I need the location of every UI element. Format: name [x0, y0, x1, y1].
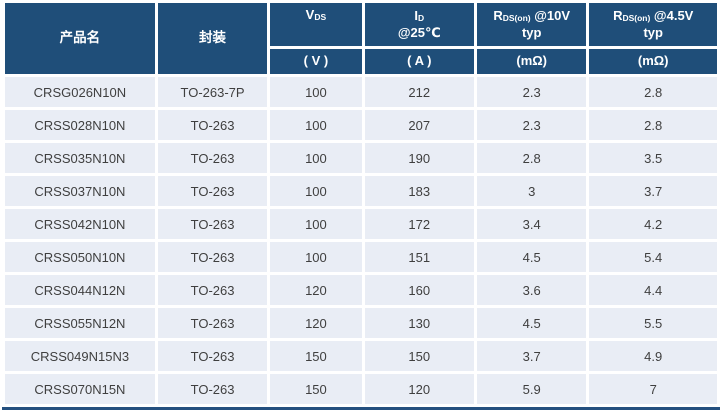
col-header-rdson-4v5: RDS(on) @4.5V typ — [589, 3, 717, 46]
table-cell: CRSS035N10N — [5, 143, 155, 173]
table-row: CRSS049N15N3 TO-263 150 150 3.7 4.9 — [5, 341, 717, 371]
table-row: CRSS035N10N TO-263 100 190 2.8 3.5 — [5, 143, 717, 173]
unit-rdson-4v5: (mΩ) — [589, 49, 717, 74]
table-cell: TO-263 — [157, 242, 268, 272]
col-header-vds: VDS — [270, 3, 362, 46]
table-cell: 4.2 — [589, 209, 717, 239]
table-cell: TO-263 — [157, 275, 268, 305]
table-cell: 3.6 — [476, 275, 587, 305]
table-cell: CRSS050N10N — [5, 242, 155, 272]
table-cell: 2.8 — [476, 143, 587, 173]
table-cell: 150 — [270, 341, 362, 371]
table-cell: 190 — [364, 143, 474, 173]
col-header-id: ID @25℃ — [364, 3, 474, 46]
table-cell: TO-263 — [157, 209, 268, 239]
table-row: CRSS050N10N TO-263 100 151 4.5 5.4 — [5, 242, 717, 272]
table-row: CRSS037N10N TO-263 100 183 3 3.7 — [5, 176, 717, 206]
table-row: CRSS070N15N TO-263 150 120 5.9 7 — [5, 374, 717, 404]
table-cell: 3.5 — [589, 143, 717, 173]
table-cell: 5.5 — [589, 308, 717, 338]
table-cell: 2.3 — [476, 77, 587, 107]
table-cell: 100 — [270, 77, 362, 107]
table-header: 产品名 封装 VDS ID @25℃ RDS(on) @10V typ RDS(… — [5, 3, 717, 74]
table-cell: 100 — [270, 143, 362, 173]
table-cell: TO-263 — [157, 176, 268, 206]
table-cell: 4.4 — [589, 275, 717, 305]
table-cell: 172 — [364, 209, 474, 239]
table-cell: 100 — [270, 209, 362, 239]
table-cell: TO-263-7P — [157, 77, 268, 107]
table-cell: 150 — [364, 341, 474, 371]
table-bottom-rule — [2, 407, 720, 410]
table-cell: TO-263 — [157, 110, 268, 140]
table-cell: 100 — [270, 110, 362, 140]
unit-id: ( A ) — [364, 49, 474, 74]
table-cell: 120 — [364, 374, 474, 404]
table-row: CRSS028N10N TO-263 100 207 2.3 2.8 — [5, 110, 717, 140]
table-cell: 4.5 — [476, 308, 587, 338]
table-cell: 150 — [270, 374, 362, 404]
table-cell: 2.8 — [589, 77, 717, 107]
vds-symbol: VDS — [305, 7, 327, 22]
table-cell: 2.8 — [589, 110, 717, 140]
table-cell: 151 — [364, 242, 474, 272]
unit-rdson-10v: (mΩ) — [476, 49, 587, 74]
table-cell: 100 — [270, 176, 362, 206]
table-cell: 3.7 — [589, 176, 717, 206]
table-cell: 5.4 — [589, 242, 717, 272]
table-cell: 4.9 — [589, 341, 717, 371]
table-cell: CRSS070N15N — [5, 374, 155, 404]
table-cell: 3.7 — [476, 341, 587, 371]
table-row: CRSS055N12N TO-263 120 130 4.5 5.5 — [5, 308, 717, 338]
table-cell: 212 — [364, 77, 474, 107]
table-cell: CRSS028N10N — [5, 110, 155, 140]
table-row: CRSS042N10N TO-263 100 172 3.4 4.2 — [5, 209, 717, 239]
table-cell: 120 — [270, 275, 362, 305]
table-row: CRSS044N12N TO-263 120 160 3.6 4.4 — [5, 275, 717, 305]
id-symbol: ID — [414, 8, 425, 24]
table-cell: TO-263 — [157, 143, 268, 173]
rdson-typ-label: typ — [643, 24, 663, 40]
rdson-symbol: RDS(on) @10V — [493, 8, 571, 24]
table-cell: CRSS049N15N3 — [5, 341, 155, 371]
table-cell: CRSS042N10N — [5, 209, 155, 239]
table-cell: TO-263 — [157, 341, 268, 371]
table-cell: CRSS037N10N — [5, 176, 155, 206]
table-cell: 207 — [364, 110, 474, 140]
id-condition: @25℃ — [397, 24, 441, 40]
table-cell: CRSS055N12N — [5, 308, 155, 338]
table-cell: 4.5 — [476, 242, 587, 272]
table-cell: 3 — [476, 176, 587, 206]
table-cell: CRSS044N12N — [5, 275, 155, 305]
table-cell: 160 — [364, 275, 474, 305]
table-cell: TO-263 — [157, 308, 268, 338]
table-row: CRSG026N10N TO-263-7P 100 212 2.3 2.8 — [5, 77, 717, 107]
table-cell: 7 — [589, 374, 717, 404]
table-cell: 130 — [364, 308, 474, 338]
table-cell: 5.9 — [476, 374, 587, 404]
table-cell: CRSG026N10N — [5, 77, 155, 107]
col-header-package: 封装 — [157, 3, 268, 74]
rdson-typ-label: typ — [521, 24, 542, 40]
col-header-rdson-10v: RDS(on) @10V typ — [476, 3, 587, 46]
table-cell: 3.4 — [476, 209, 587, 239]
table-cell: 2.3 — [476, 110, 587, 140]
table-cell: 183 — [364, 176, 474, 206]
table-cell: 100 — [270, 242, 362, 272]
col-header-product-name: 产品名 — [5, 3, 155, 74]
table-body: CRSG026N10N TO-263-7P 100 212 2.3 2.8 CRSS028N… — [5, 77, 717, 404]
table-cell: TO-263 — [157, 374, 268, 404]
table-cell: 120 — [270, 308, 362, 338]
unit-vds: ( V ) — [270, 49, 362, 74]
rdson-symbol: RDS(on) @4.5V — [613, 8, 694, 24]
